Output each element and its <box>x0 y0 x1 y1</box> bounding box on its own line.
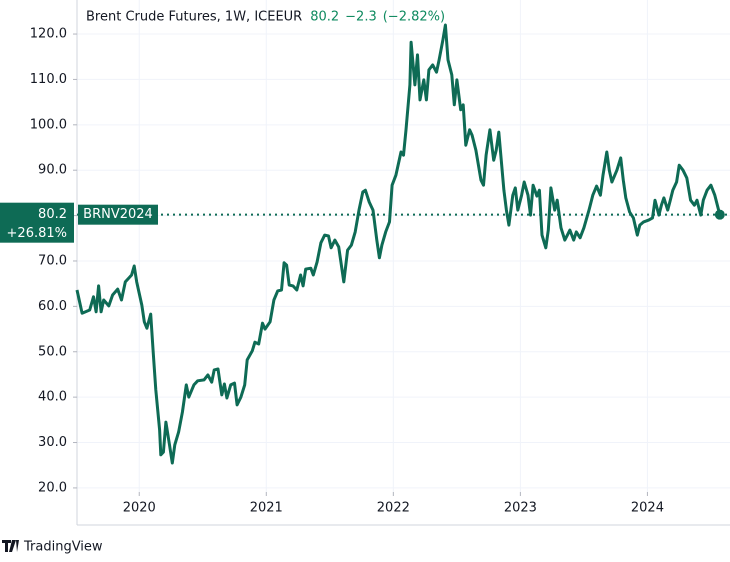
x-tick-label: 2023 <box>504 501 537 516</box>
chart-title: Brent Crude Futures, 1W, ICEEUR <box>86 10 302 25</box>
brand-logo <box>2 540 19 552</box>
grid <box>77 0 730 492</box>
symbol-label-box <box>78 204 158 225</box>
price-label-box <box>0 202 74 243</box>
y-tick-label: 60.0 <box>38 299 67 314</box>
y-tick-label: 30.0 <box>38 435 67 450</box>
header-price: 80.2 <box>310 10 339 25</box>
y-tick-label: 20.0 <box>38 480 67 495</box>
header-change: −2.3 <box>345 10 377 25</box>
brand-name: TradingView <box>23 540 103 555</box>
x-tick-label: 2021 <box>250 501 283 516</box>
last-point <box>714 209 725 220</box>
y-tick-label: 110.0 <box>30 72 67 87</box>
header-change-pct: (−2.82%) <box>383 10 445 25</box>
x-tick-label: 2020 <box>123 501 156 516</box>
price-label: 80.2 <box>38 207 67 222</box>
y-tick-label: 50.0 <box>38 344 67 359</box>
y-tick-label: 120.0 <box>30 27 67 42</box>
x-tick-label: 2022 <box>377 501 410 516</box>
y-tick-label: 90.0 <box>38 163 67 178</box>
price-line <box>75 23 722 465</box>
y-tick-label: 100.0 <box>30 117 67 132</box>
y-tick-label: 40.0 <box>38 390 67 405</box>
symbol-label: BRNV2024 <box>83 207 153 222</box>
brand: TradingView <box>2 540 103 555</box>
x-tick-label: 2024 <box>631 501 664 516</box>
y-tick-label: 70.0 <box>38 253 67 268</box>
period-change-label: +26.81% <box>7 226 67 241</box>
